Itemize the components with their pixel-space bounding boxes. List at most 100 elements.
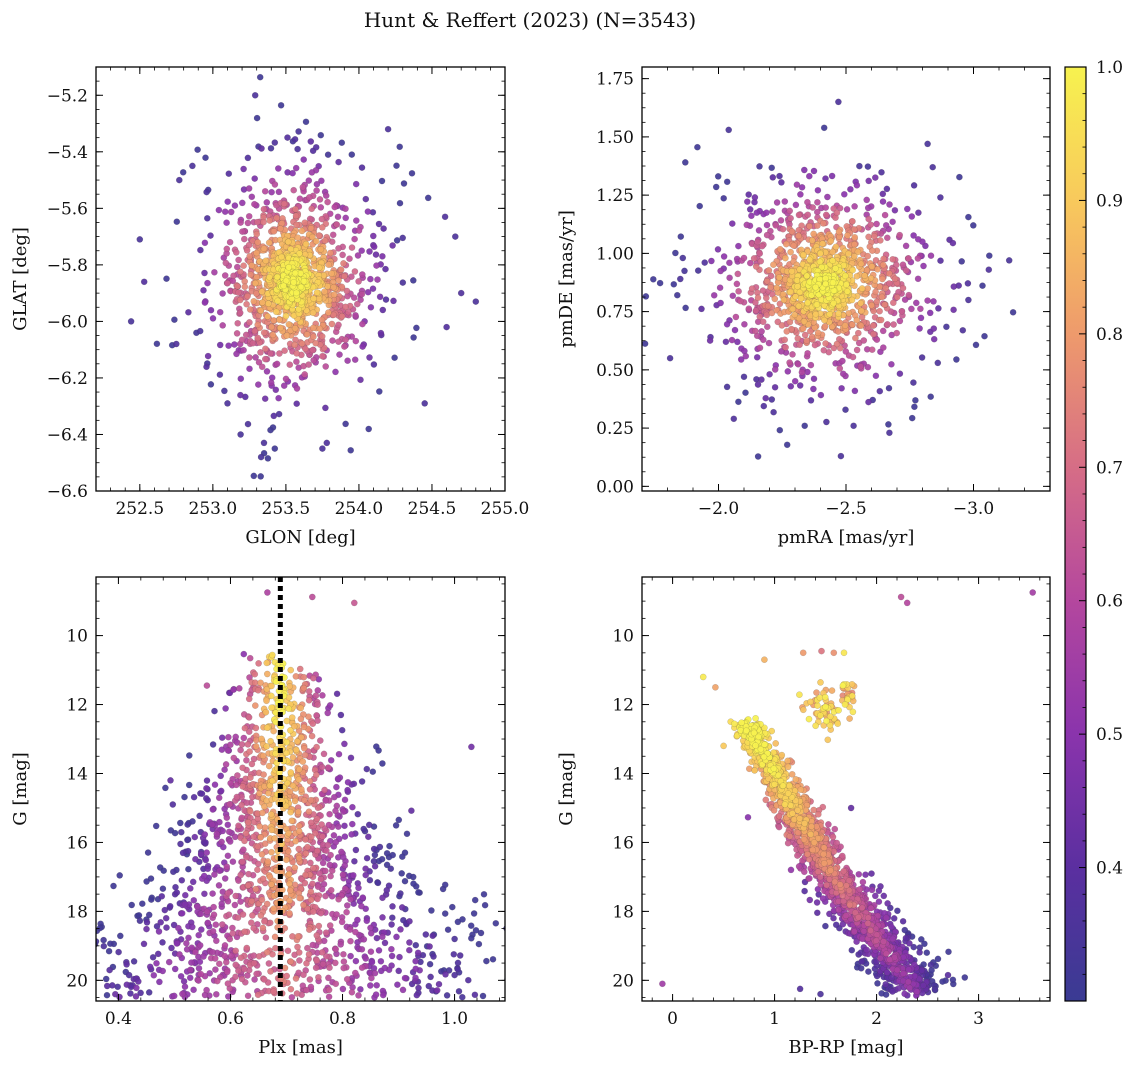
data-point — [326, 922, 334, 929]
data-point — [251, 670, 259, 678]
data-point — [414, 949, 422, 957]
data-point — [849, 353, 857, 361]
data-point — [335, 750, 343, 758]
data-point — [959, 326, 967, 334]
data-point — [322, 929, 330, 937]
data-point — [127, 990, 134, 997]
data-point — [153, 340, 161, 348]
data-point — [475, 940, 483, 948]
data-point — [387, 865, 395, 873]
data-point — [312, 692, 320, 700]
data-point — [388, 914, 396, 922]
data-point — [812, 310, 820, 318]
data-point — [886, 280, 893, 287]
data-point — [246, 748, 253, 755]
data-point — [226, 800, 234, 808]
data-point — [899, 284, 907, 292]
data-point — [804, 211, 812, 219]
data-point — [793, 181, 801, 188]
data-point — [263, 199, 271, 206]
y-tick-label: 0.50 — [596, 361, 634, 381]
data-point — [779, 225, 787, 233]
data-point — [359, 343, 366, 350]
data-point — [848, 296, 856, 304]
data-point — [330, 832, 338, 839]
data-point — [293, 385, 301, 392]
data-point — [309, 324, 317, 332]
data-point — [778, 322, 786, 329]
y-tick-label: −5.2 — [47, 86, 88, 106]
data-point — [277, 102, 285, 109]
data-point — [103, 991, 111, 999]
data-point — [873, 336, 881, 344]
data-point — [798, 222, 805, 229]
data-point — [333, 783, 340, 791]
data-point — [740, 254, 748, 262]
data-point — [730, 415, 738, 423]
data-point — [238, 199, 246, 207]
data-point — [167, 777, 174, 784]
data-point — [212, 921, 220, 929]
data-point — [829, 279, 837, 286]
data-point — [203, 214, 211, 222]
data-point — [270, 727, 277, 735]
data-point — [409, 277, 417, 284]
data-point — [232, 973, 239, 981]
data-point — [262, 708, 270, 716]
data-point — [375, 947, 383, 954]
data-point — [159, 885, 167, 893]
data-point — [347, 446, 355, 454]
data-point — [858, 285, 866, 292]
data-point — [851, 203, 858, 210]
data-point — [313, 180, 321, 188]
data-point — [309, 908, 317, 916]
data-point — [397, 890, 404, 897]
data-point — [677, 233, 685, 240]
data-point — [283, 717, 291, 725]
data-point — [321, 786, 328, 794]
data-point — [340, 260, 347, 267]
data-point — [878, 168, 885, 176]
data-point — [804, 198, 811, 206]
data-point — [335, 245, 342, 252]
data-point — [256, 73, 264, 81]
data-point — [723, 178, 731, 186]
data-point — [280, 200, 288, 208]
data-point — [258, 851, 266, 858]
data-point — [467, 935, 475, 942]
data-point — [818, 263, 825, 271]
data-point — [266, 217, 274, 224]
data-point — [305, 194, 313, 201]
data-point — [296, 894, 303, 902]
data-point — [173, 889, 181, 896]
data-point — [367, 303, 375, 311]
data-point — [849, 266, 856, 274]
data-point — [275, 188, 283, 196]
data-point — [765, 339, 773, 347]
data-point — [221, 942, 229, 949]
data-point — [348, 151, 356, 158]
data-point — [237, 375, 245, 383]
data-point — [833, 209, 841, 217]
data-point — [871, 232, 878, 240]
data-point — [267, 144, 275, 152]
data-point — [889, 218, 896, 226]
data-point — [216, 867, 223, 875]
data-point — [125, 971, 133, 979]
data-point — [883, 185, 891, 193]
data-point — [708, 257, 715, 265]
data-point — [817, 250, 824, 257]
data-point — [333, 690, 341, 698]
data-point — [371, 969, 379, 977]
data-point — [927, 393, 935, 401]
data-point — [232, 733, 239, 741]
data-point — [202, 856, 210, 864]
data-point — [344, 779, 352, 786]
data-point — [456, 952, 464, 959]
data-point — [257, 349, 264, 356]
data-point — [342, 336, 349, 344]
data-point — [352, 217, 360, 224]
data-point — [308, 169, 316, 176]
data-point — [271, 933, 279, 941]
data-point — [902, 242, 910, 250]
